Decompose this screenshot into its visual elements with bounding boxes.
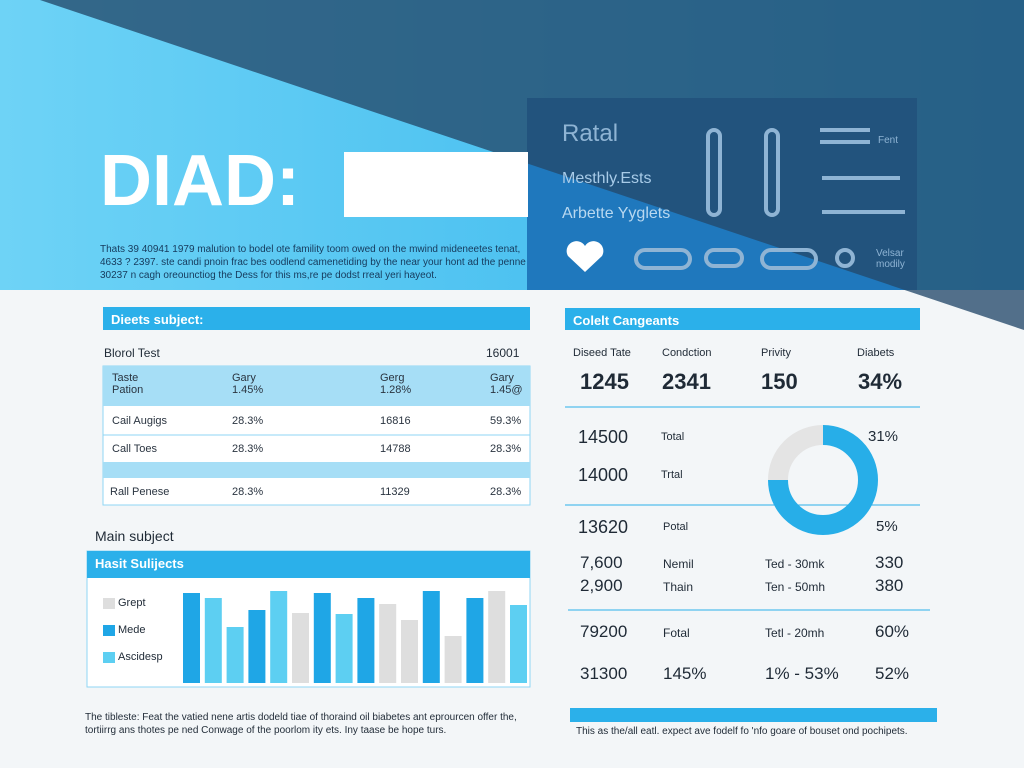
bar (204, 598, 222, 683)
table-cell: Call Toes (112, 443, 158, 455)
grid-cell: Thain (663, 580, 694, 594)
bar (335, 614, 353, 683)
donut-label: 31% (868, 428, 899, 445)
grid-cell: 2,900 (580, 576, 623, 595)
grid-cell: 31300 (580, 664, 628, 683)
bar (510, 605, 527, 683)
bar (444, 636, 462, 683)
panel-note: Fent (878, 135, 899, 146)
stat-value: 34% (858, 369, 903, 394)
heart-icon (566, 241, 604, 272)
grid-cell: Ten - 50mh (765, 580, 826, 594)
footer-band (570, 708, 937, 722)
donut-segment (768, 425, 824, 481)
table-header: Gary 1.45@ (490, 372, 523, 396)
stat-label: Diabets (857, 347, 895, 359)
grid-cell: Fotal (663, 626, 690, 640)
grid-cell: 7,600 (580, 553, 623, 572)
title-box (344, 152, 528, 217)
grid-cell: 1% - 53% (765, 664, 839, 683)
stat-label: Privity (761, 347, 791, 359)
bar (313, 593, 331, 683)
label-value: 16001 (486, 346, 520, 360)
intro-text: Thats 39 40941 1979 malution to bodel ot… (100, 244, 526, 281)
grid-cell: Tetl - 20mh (765, 626, 825, 640)
table-header: Gary 1.45% (232, 372, 264, 396)
grid-cell: 145% (663, 664, 707, 683)
table-cell: 28.3% (490, 486, 522, 498)
row-label: Total (661, 431, 685, 443)
table-header-bg (103, 366, 530, 406)
table-cell: Rall Penese (110, 486, 170, 498)
table-cell: 28.3% (232, 443, 264, 455)
legend-swatch (103, 625, 115, 636)
table-cell: 28.3% (232, 486, 264, 498)
label: Blorol Test (104, 346, 160, 360)
table-cell: 28.3% (232, 415, 264, 427)
legend-swatch (103, 652, 115, 663)
table-cell: 16816 (380, 415, 411, 427)
grid-cell: 380 (875, 576, 904, 595)
table-cell: 11329 (380, 486, 410, 498)
table-cell: 14788 (380, 443, 411, 455)
bar (488, 591, 506, 683)
bar (422, 591, 440, 683)
panel-title: Ratal (562, 120, 619, 147)
stat-value: 150 (761, 369, 798, 394)
bar (466, 598, 484, 683)
footer-text: The tibleste: Feat the vatied nene artis… (85, 712, 517, 736)
row-label: Potal (663, 521, 689, 533)
grid-cell: 79200 (580, 622, 628, 641)
title: DIAD: (100, 141, 300, 221)
panel-icons (634, 128, 905, 270)
grid-cell: 60% (875, 622, 910, 641)
legend-label: Grept (118, 597, 146, 609)
section-heading: Dieets subject: (103, 307, 530, 330)
bar (183, 593, 200, 683)
table-cell: Cail Augigs (112, 415, 168, 427)
shadow (40, 0, 1024, 330)
table-blank-row (103, 462, 530, 478)
bar (270, 591, 288, 683)
table-header: Taste Pation (112, 372, 144, 396)
bar (248, 610, 266, 683)
stat-label: Condction (662, 347, 712, 359)
grid-cell: 330 (875, 553, 904, 572)
panel-note: Velsar modily (876, 248, 905, 270)
legend-swatch (103, 598, 115, 609)
panel-line: Mesthly.Ests (562, 170, 652, 187)
grid-cell: Ted - 30mk (765, 557, 825, 571)
bar (292, 613, 309, 683)
stat-value: 2341 (662, 369, 711, 394)
table-cell: 28.3% (490, 443, 522, 455)
footer-text: This as the/all eatl. expect ave fodelf … (576, 726, 908, 737)
bar (226, 627, 244, 683)
table-header: Gerg 1.28% (380, 372, 412, 396)
grid-cell: Nemil (663, 557, 694, 571)
bar (357, 598, 375, 683)
panel-line: Arbette Yyglets (562, 205, 671, 222)
section-heading: Colelt Cangeants (565, 308, 920, 330)
donut-label: 5% (876, 518, 898, 535)
stat-value: 1245 (580, 369, 629, 394)
subheading: Main subject (95, 528, 174, 544)
row-value: 14000 (578, 465, 629, 485)
table-cell: 59.3% (490, 415, 522, 427)
chart-title: Hasit Sulijects (87, 551, 530, 578)
bar (401, 620, 418, 683)
donut-segment (768, 425, 878, 535)
stat-label: Diseed Tate (573, 347, 631, 359)
row-value: 13620 (578, 517, 629, 537)
legend-label: Mede (118, 624, 146, 636)
legend-label: Ascidesp (118, 651, 163, 663)
grid-cell: 52% (875, 664, 910, 683)
row-label: Trtal (661, 469, 683, 481)
bar (379, 604, 397, 683)
row-value: 14500 (578, 427, 629, 447)
